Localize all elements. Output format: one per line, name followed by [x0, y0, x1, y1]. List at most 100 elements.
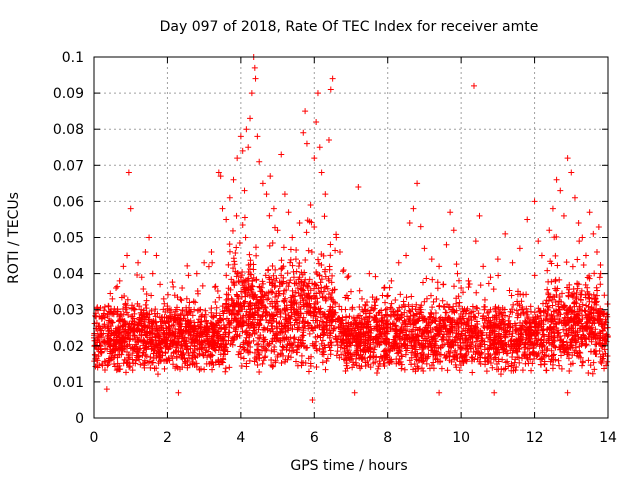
data-point [212, 298, 219, 305]
data-point [233, 212, 240, 219]
data-point [350, 315, 357, 322]
data-point [442, 355, 449, 362]
y-tick-label: 0.09 [53, 86, 84, 102]
data-point [260, 334, 267, 341]
data-point [445, 336, 452, 343]
data-point [420, 358, 427, 365]
data-point [586, 275, 593, 282]
data-point [268, 357, 275, 364]
data-point [410, 312, 417, 319]
data-point [459, 357, 466, 364]
data-point [502, 230, 509, 237]
data-point [367, 345, 374, 352]
data-point [209, 259, 216, 266]
data-point [266, 242, 273, 249]
data-point [171, 336, 178, 343]
data-point [112, 328, 119, 335]
data-point [326, 322, 333, 329]
data-point [475, 310, 482, 317]
data-point [205, 326, 212, 333]
data-point [567, 344, 574, 351]
data-point [393, 360, 400, 367]
data-point [349, 353, 356, 360]
data-point [504, 324, 511, 331]
data-point [488, 344, 495, 351]
data-point [597, 358, 604, 365]
data-point [185, 354, 192, 361]
data-point [134, 272, 141, 279]
data-point [262, 272, 269, 279]
data-point [370, 306, 377, 313]
data-point [579, 362, 586, 369]
data-point [228, 311, 235, 318]
data-point [347, 342, 354, 349]
data-point [123, 309, 130, 316]
data-point [118, 337, 125, 344]
data-point [161, 357, 168, 364]
data-point [285, 283, 292, 290]
data-point [304, 319, 311, 326]
data-point [563, 259, 570, 266]
data-point [410, 205, 417, 212]
data-point [125, 169, 132, 176]
data-point [555, 301, 562, 308]
data-point [105, 303, 112, 310]
data-point [266, 212, 273, 219]
data-point [282, 323, 289, 330]
data-point [263, 346, 270, 353]
data-point [179, 306, 186, 313]
data-point [577, 306, 584, 313]
data-point [473, 338, 480, 345]
data-point [266, 276, 273, 283]
data-point [453, 330, 460, 337]
data-point [115, 324, 122, 331]
data-point [566, 368, 573, 375]
data-point [141, 359, 148, 366]
data-point [591, 317, 598, 324]
data-point [602, 337, 609, 344]
data-point [447, 318, 454, 325]
data-point [359, 355, 366, 362]
data-point [134, 300, 141, 307]
data-point [344, 274, 351, 281]
data-point [430, 351, 437, 358]
data-point [544, 303, 551, 310]
data-point [263, 317, 270, 324]
data-point [164, 291, 171, 298]
data-point [264, 327, 271, 334]
data-point [237, 354, 244, 361]
data-point [112, 347, 119, 354]
data-point [392, 333, 399, 340]
data-point [100, 310, 107, 317]
data-point [524, 320, 531, 327]
data-point [407, 308, 414, 315]
data-point [327, 241, 334, 248]
data-point [239, 306, 246, 313]
data-point [313, 363, 320, 370]
data-point [165, 314, 172, 321]
data-point [308, 248, 315, 255]
data-point [582, 324, 589, 331]
data-point [344, 349, 351, 356]
data-point [252, 75, 259, 82]
data-point [516, 302, 523, 309]
data-point [289, 262, 296, 269]
data-point [250, 337, 257, 344]
data-point [131, 327, 138, 334]
data-point [346, 313, 353, 320]
data-point [213, 320, 220, 327]
data-point [482, 319, 489, 326]
data-point [430, 314, 437, 321]
data-point [563, 345, 570, 352]
data-point [307, 202, 314, 209]
data-point [271, 300, 278, 307]
data-point [460, 308, 467, 315]
data-point [569, 263, 576, 270]
data-point [564, 389, 571, 396]
data-point [322, 273, 329, 280]
data-point [597, 281, 604, 288]
x-axis-label: GPS time / hours [290, 458, 407, 474]
data-point [270, 328, 277, 335]
data-point [418, 349, 425, 356]
data-point [457, 346, 464, 353]
